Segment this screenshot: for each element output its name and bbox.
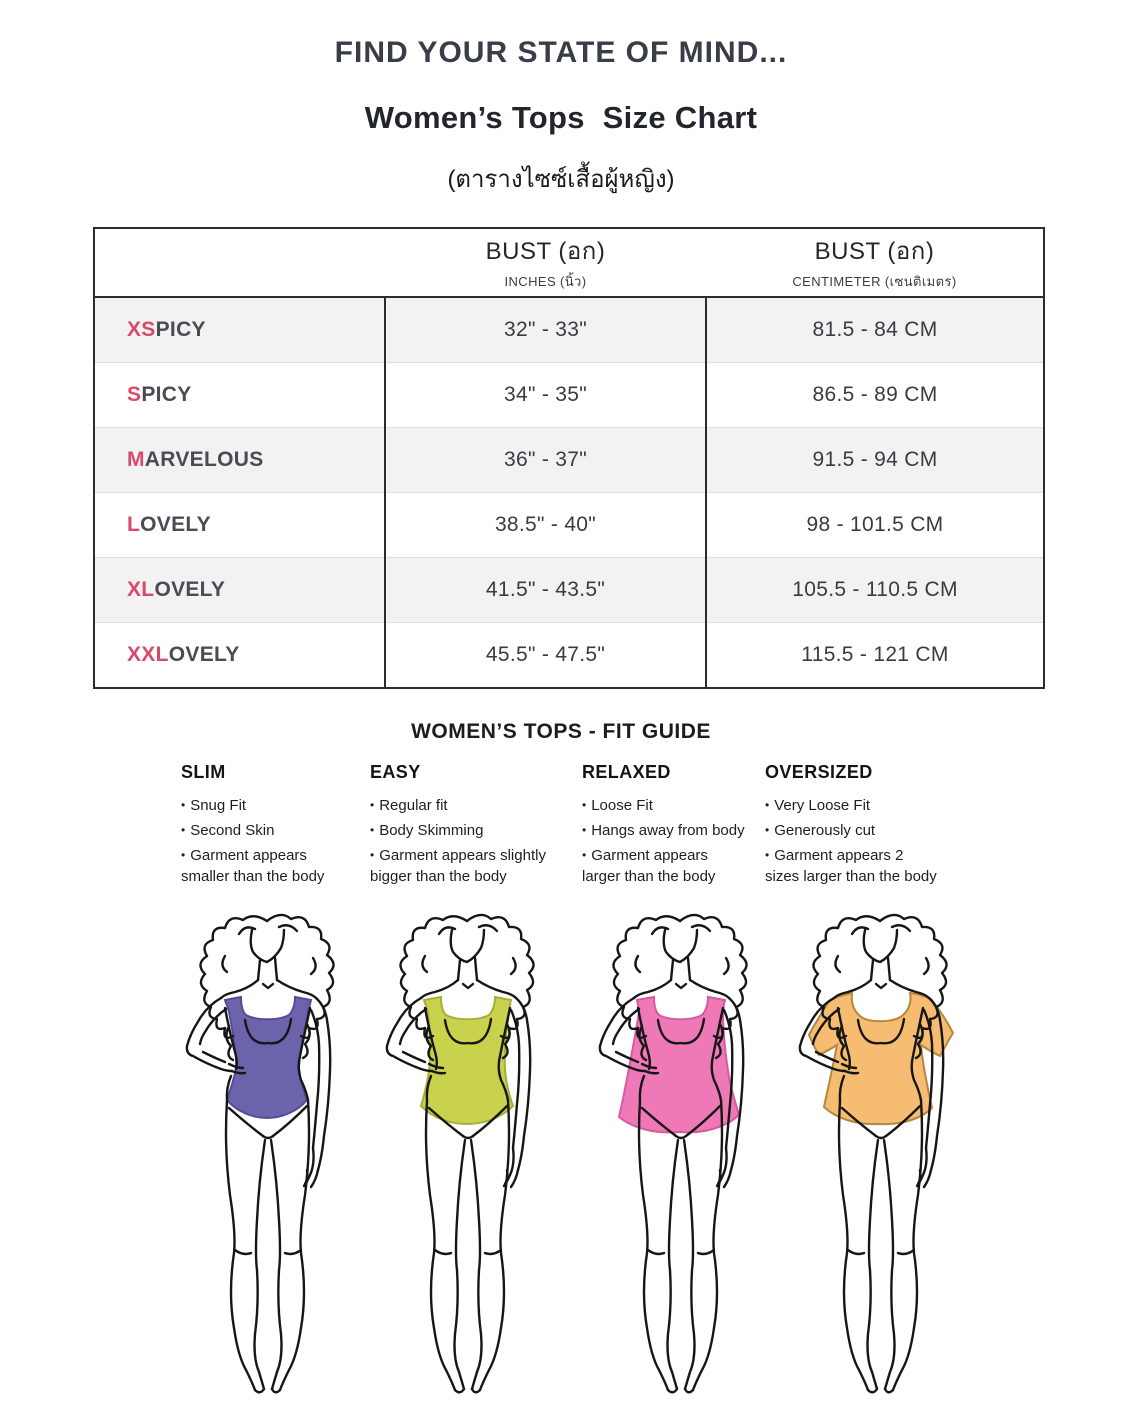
fit-bullet: • Snug Fit: [181, 797, 247, 814]
size-name-cell: XSPICY: [94, 297, 385, 363]
size-rest: OVELY: [154, 578, 226, 601]
fit-bullet: • Body Skimming: [370, 822, 484, 839]
fit-bullet: • Garment appears smaller than the body: [181, 847, 325, 885]
fit-column-relaxed: RELAXED • Loose Fit • Hangs away from body…: [582, 762, 764, 891]
fit-name: SLIM: [181, 762, 226, 782]
easy-fit-figure-illustration: [385, 913, 535, 1394]
size-name-cell: XLOVELY: [94, 557, 385, 623]
page-subtitle-thai: (ตารางไซซ์เสื้อผู้หญิง): [447, 166, 675, 193]
size-prefix: M: [127, 448, 145, 471]
bust-cm-cell: 105.5 - 110.5 CM: [705, 557, 1044, 623]
table-row: XLOVELY 41.5" - 43.5" 105.5 - 110.5 CM: [94, 557, 1044, 623]
table-header-row: BUST (อก) INCHES (นิ้ว) BUST (อก) CENTIM…: [94, 228, 1044, 298]
bullet-dot-icon: •: [765, 798, 770, 812]
bust-inches-cell: 36" - 37": [384, 427, 706, 493]
size-rest: PICY: [141, 383, 192, 406]
size-prefix: S: [127, 383, 142, 406]
bust-inches-cell: 38.5" - 40": [384, 492, 706, 558]
fit-guide-title: WOMEN’S TOPS - FIT GUIDE: [411, 720, 711, 743]
bullet-dot-icon: •: [765, 823, 770, 837]
table-row: XXLOVELY 45.5" - 47.5" 115.5 - 121 CM: [94, 622, 1044, 688]
slim-fit-figure-illustration: [185, 913, 335, 1394]
bust-cm-cell: 81.5 - 84 CM: [705, 297, 1044, 363]
bust-inches-cell: 34" - 35": [384, 362, 706, 428]
table-row: LOVELY 38.5" - 40" 98 - 101.5 CM: [94, 492, 1044, 558]
bullet-dot-icon: •: [370, 848, 375, 862]
bullet-dot-icon: •: [181, 848, 186, 862]
bullet-dot-icon: •: [181, 798, 186, 812]
bust-cm-cell: 86.5 - 89 CM: [705, 362, 1044, 428]
bullet-dot-icon: •: [181, 823, 186, 837]
fit-bullet: • Garment appears slightly bigger than th…: [370, 847, 546, 885]
bust-cm-cell: 115.5 - 121 CM: [705, 622, 1044, 688]
fit-bullet: • Regular fit: [370, 797, 448, 814]
fit-bullet: • Garment appears larger than the body: [582, 847, 716, 885]
fit-column-easy: EASY • Regular fit • Body Skimming • Garmen…: [370, 762, 576, 891]
size-prefix: L: [127, 513, 141, 536]
size-prefix: XS: [127, 318, 156, 341]
size-rest: OVELY: [140, 513, 211, 536]
table-row: SPICY 34" - 35" 86.5 - 89 CM: [94, 362, 1044, 428]
column-header-bust-inches: BUST (อก) INCHES (นิ้ว): [385, 228, 706, 298]
garment-tee-oversized: [807, 991, 955, 1126]
table-row: MARVELOUS 36" - 37" 91.5 - 94 CM: [94, 427, 1044, 493]
size-rest: OVELY: [168, 643, 240, 666]
bullet-dot-icon: •: [370, 823, 375, 837]
bullet-dot-icon: •: [582, 798, 587, 812]
table-row: XSPICY 32" - 33" 81.5 - 84 CM: [94, 297, 1044, 363]
size-name-cell: LOVELY: [94, 492, 385, 558]
header-sub-label: INCHES (นิ้ว): [504, 274, 587, 289]
garment-tank-relaxed: [617, 995, 741, 1134]
size-name-cell: XXLOVELY: [94, 622, 385, 688]
column-header-bust-cm: BUST (อก) CENTIMETER (เซนติเมตร): [706, 228, 1044, 298]
size-chart-table: BUST (อก) INCHES (นิ้ว) BUST (อก) CENTIM…: [93, 227, 1045, 689]
bullet-dot-icon: •: [582, 848, 587, 862]
fit-bullet: • Very Loose Fit: [765, 797, 871, 814]
bust-inches-cell: 45.5" - 47.5": [384, 622, 706, 688]
relaxed-fit-figure-illustration: [598, 913, 748, 1394]
column-header-size: [94, 228, 385, 298]
bullet-dot-icon: •: [370, 798, 375, 812]
bust-inches-cell: 41.5" - 43.5": [384, 557, 706, 623]
page-title: FIND YOUR STATE OF MIND...: [334, 36, 788, 69]
size-prefix: XL: [127, 578, 155, 601]
fit-name: OVERSIZED: [765, 762, 873, 782]
bust-inches-cell: 32" - 33": [384, 297, 706, 363]
bust-cm-cell: 98 - 101.5 CM: [705, 492, 1044, 558]
bust-cm-cell: 91.5 - 94 CM: [705, 427, 1044, 493]
size-name-cell: MARVELOUS: [94, 427, 385, 493]
fit-column-oversized: OVERSIZED • Very Loose Fit • Generously cu…: [765, 762, 980, 891]
oversized-fit-figure-illustration: [798, 913, 955, 1394]
size-prefix: XXL: [127, 643, 169, 666]
bullet-dot-icon: •: [765, 848, 770, 862]
header-main-label: BUST (อก): [485, 238, 606, 265]
fit-bullet: • Second Skin: [181, 822, 275, 839]
page-subtitle: Women’s Tops Size Chart: [364, 100, 758, 135]
size-rest: ARVELOUS: [144, 448, 264, 471]
bullet-dot-icon: •: [582, 823, 587, 837]
fit-name: RELAXED: [582, 762, 671, 782]
size-name-cell: SPICY: [94, 362, 385, 428]
garment-tank-slim: [223, 995, 313, 1120]
fit-bullet: • Loose Fit: [582, 797, 653, 814]
fit-bullet: • Hangs away from body: [582, 822, 745, 839]
header-main-label: BUST (อก): [814, 238, 935, 265]
header-sub-label: CENTIMETER (เซนติเมตร): [792, 274, 957, 289]
fit-bullet: • Garment appears 2 sizes larger than the…: [765, 847, 937, 885]
fit-column-slim: SLIM • Snug Fit • Second Skin • Garment app…: [181, 762, 367, 891]
size-rest: PICY: [155, 318, 206, 341]
fit-name: EASY: [370, 762, 421, 782]
fit-bullet: • Generously cut: [765, 822, 876, 839]
